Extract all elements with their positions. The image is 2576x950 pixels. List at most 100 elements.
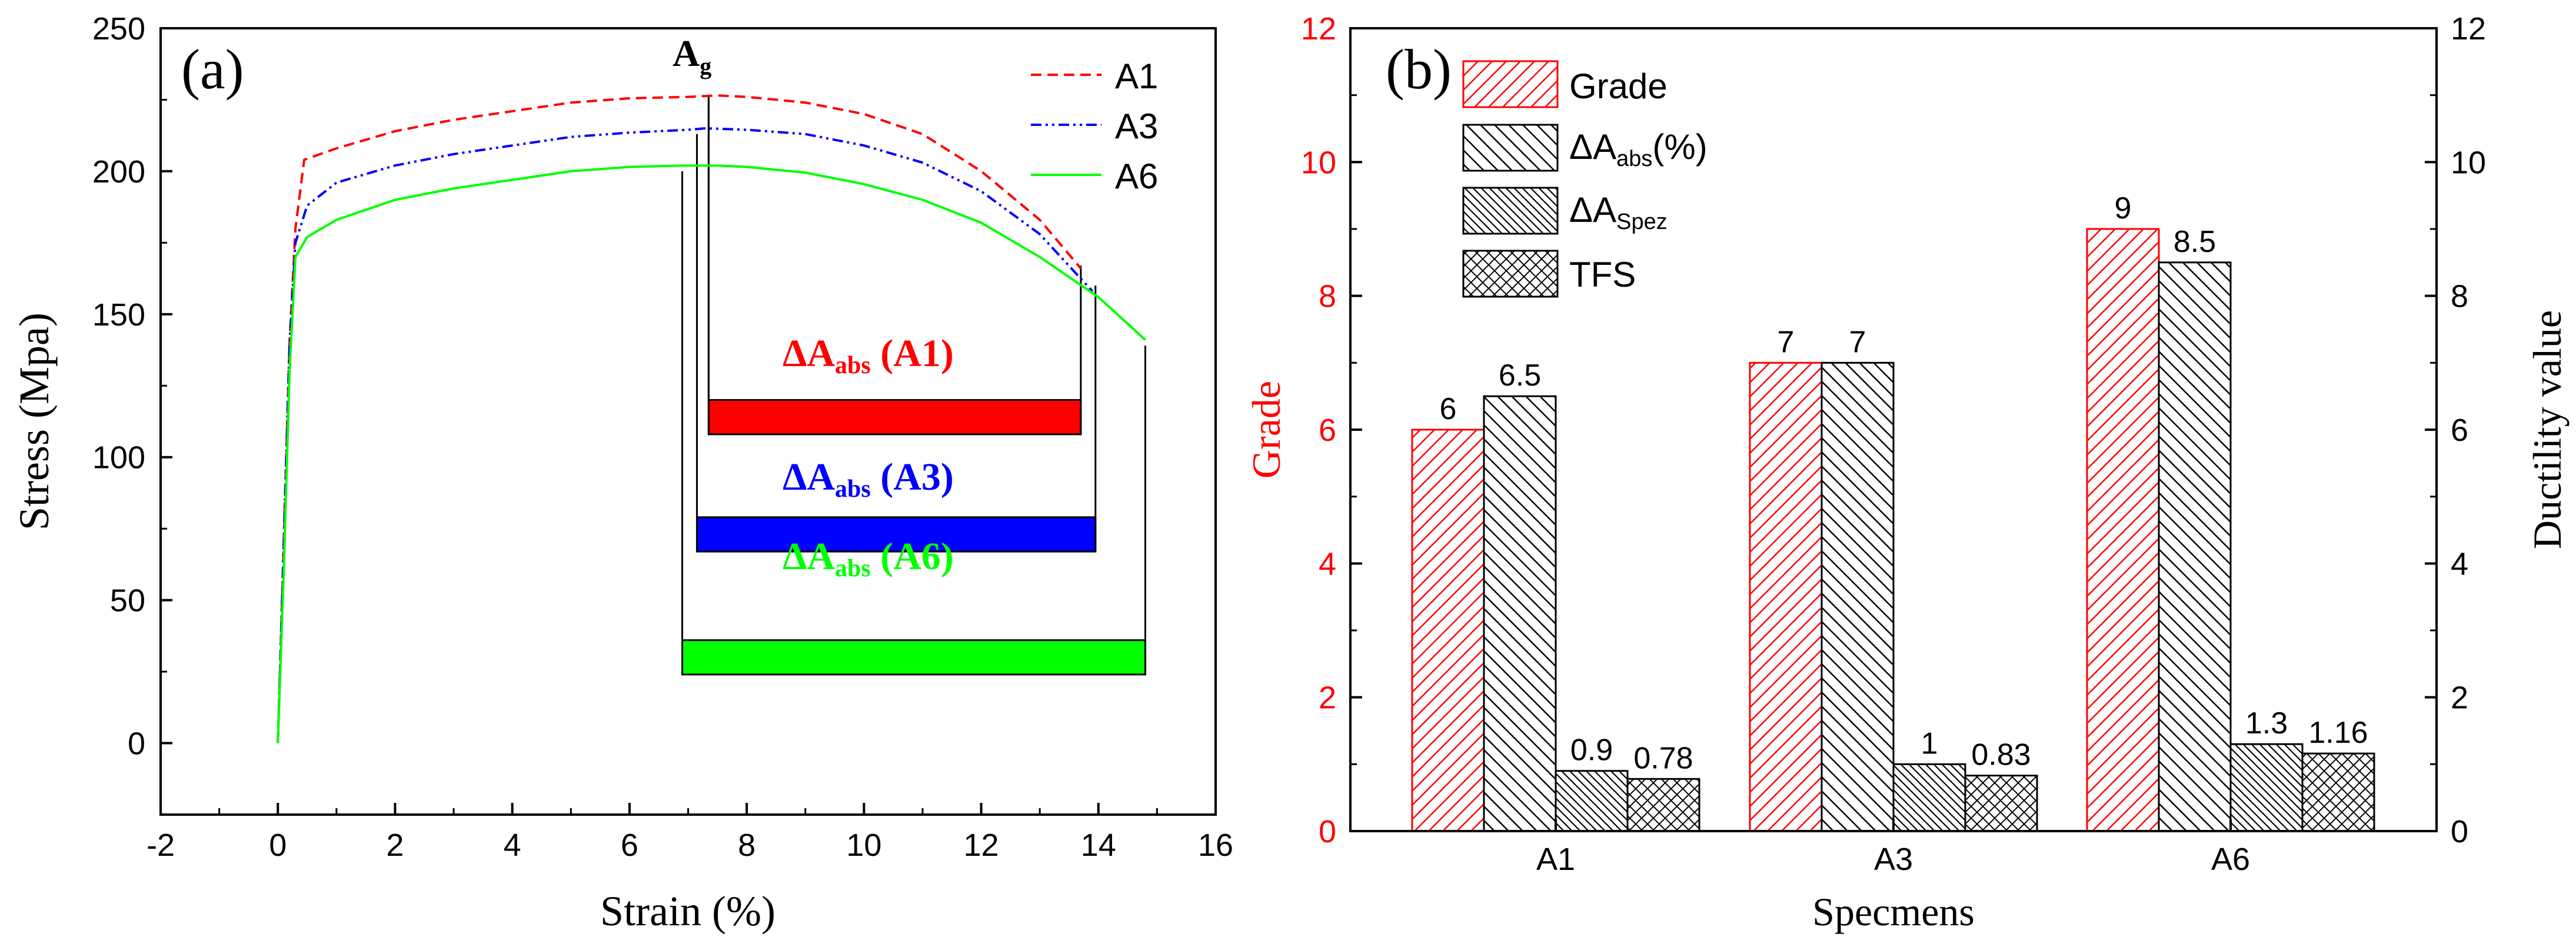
- series-line-a6: [277, 164, 1146, 743]
- y-axis-title-left-b: Grade: [1244, 381, 1289, 479]
- y-tick-label: 200: [92, 154, 145, 190]
- annot-a6-main: ΔA: [783, 535, 835, 578]
- ag-label-sub: g: [700, 53, 711, 79]
- x-axis-title-a: Strain (%): [600, 888, 776, 935]
- legend-b: Grade ΔAabs(%) ΔASpez TFS: [1462, 60, 1708, 298]
- y-tick-labels-a: 0 50 100 150 200 250: [92, 11, 145, 762]
- bar-value-label: 1.3: [2245, 706, 2288, 740]
- x-axis-title-b: Specmens: [1812, 889, 1975, 934]
- annot-a1-main: ΔA: [783, 332, 835, 375]
- y-tick-label-right: 4: [2451, 546, 2468, 582]
- x-tick-label: 2: [386, 828, 404, 863]
- axis-ticks-a: [159, 27, 1217, 816]
- x-category-label: A1: [1536, 842, 1575, 877]
- bar-a3-s1: [1749, 361, 1823, 832]
- y-tick-label-right: 6: [2451, 413, 2468, 448]
- series-line-a1: [277, 94, 1082, 743]
- y-tick-labels-left-b: 0 2 4 6 8 10 12: [1301, 11, 1336, 849]
- bar-value-label: 9: [2115, 191, 2132, 225]
- bar-a6-s2: [2158, 261, 2232, 832]
- y-tick-label-right: 8: [2451, 279, 2468, 314]
- legend-label-grade: Grade: [1569, 67, 1668, 106]
- x-tick-label: -2: [147, 828, 175, 863]
- legend-swatch-tfs: [1462, 250, 1559, 298]
- x-tick-label: 12: [964, 828, 999, 863]
- panel-label-a: (a): [181, 38, 244, 101]
- y-tick-label-left: 10: [1301, 145, 1336, 180]
- y-tick-label: 100: [92, 440, 145, 476]
- legend-swatch-dabs: [1462, 124, 1559, 172]
- legend-label-a6: A6: [1115, 157, 1158, 196]
- legend-dabs-suffix: (%): [1652, 127, 1707, 167]
- x-tick-label: 0: [269, 828, 287, 863]
- y-tick-label-left: 2: [1319, 680, 1336, 716]
- y-tick-label-right: 0: [2451, 814, 2468, 849]
- bar-value-label: 0.78: [1633, 741, 1693, 775]
- x-tick-label: 14: [1081, 828, 1116, 863]
- bar-a6-s1: [2086, 228, 2160, 832]
- annot-a6-suffix: (A6): [871, 535, 954, 578]
- bar-value-label: 7: [1778, 325, 1795, 359]
- bar-a1-s2: [1483, 395, 1557, 832]
- legend-dspez-sub: Spez: [1616, 210, 1668, 234]
- ag-label: Ag: [673, 32, 711, 79]
- y-tick-labels-right-b: 0 2 4 6 8 10 12: [2451, 11, 2486, 849]
- y-tick-label-left: 0: [1319, 814, 1336, 849]
- y-tick-label-left: 12: [1301, 11, 1336, 46]
- annot-label-a3: ΔAabs (A3): [783, 456, 954, 503]
- legend-swatch-grade: [1462, 60, 1559, 108]
- panel-label-b: (b): [1386, 38, 1452, 101]
- bar-value-label: 1: [1921, 726, 1938, 760]
- legend-label-a1: A1: [1115, 57, 1158, 96]
- ductility-bar-1: [707, 399, 1082, 436]
- bar-a1-s4: [1626, 778, 1700, 832]
- series-line-a3: [277, 127, 1094, 743]
- y-tick-label: 150: [92, 297, 145, 333]
- legend-label-dspez: ΔASpez: [1569, 190, 1668, 234]
- y-tick-label-left: 8: [1319, 279, 1336, 314]
- x-tick-labels-b: A1 A3 A6: [1536, 842, 2250, 877]
- axis-ticks-b: [1350, 27, 2437, 832]
- annot-label-a1: ΔAabs (A1): [783, 332, 954, 379]
- bar-value-label: 8.5: [2174, 225, 2216, 259]
- y-axis-title-right-b: Ductility value: [2525, 310, 2570, 549]
- y-tick-label-left: 4: [1319, 546, 1336, 582]
- bar-a1-s1: [1411, 429, 1485, 832]
- bar-a3-s3: [1892, 763, 1966, 832]
- bar-a1-s3: [1555, 770, 1629, 832]
- legend-label-dabs: ΔAabs(%): [1569, 127, 1708, 171]
- bar-a3-s2: [1820, 361, 1895, 832]
- x-tick-label: 8: [738, 828, 756, 863]
- panel-b-bar-chart: 0 2 4 6 8 10 12 0 2 4 6 8 10 12 A1 A3 A6 6 6.5 0.9 0.78 7 7…: [1244, 11, 2570, 934]
- x-tick-labels-a: -2 0 2 4 6 8 10 12 14 16: [147, 828, 1233, 863]
- bar-value-label: 6.5: [1499, 358, 1541, 393]
- x-category-label: A3: [1874, 842, 1913, 877]
- legend-dabs-sub: abs: [1616, 147, 1652, 171]
- bar-a6-s3: [2229, 743, 2304, 832]
- legend-label-a3: A3: [1115, 107, 1158, 146]
- bar-value-label: 0.9: [1570, 733, 1613, 768]
- legend-grade-main: Grade: [1569, 67, 1668, 106]
- annot-a1-sub: abs: [835, 352, 871, 379]
- x-tick-label: 10: [846, 828, 881, 863]
- legend-dspez-main: ΔA: [1569, 190, 1616, 230]
- y-tick-label-right: 12: [2451, 11, 2486, 46]
- bar-value-label: 7: [1849, 325, 1866, 359]
- bar-a6-s4: [2301, 752, 2375, 832]
- y-axis-title-a: Stress (Mpa): [11, 313, 58, 530]
- x-tick-label: 6: [621, 828, 638, 863]
- annot-label-a6: ΔAabs (A6): [783, 535, 954, 582]
- annot-a6-sub: abs: [835, 555, 871, 582]
- x-tick-label: 16: [1198, 828, 1233, 863]
- ductility-annotations: [681, 97, 1146, 676]
- annot-a3-main: ΔA: [783, 456, 835, 499]
- x-tick-label: 4: [504, 828, 521, 863]
- bar-value-label: 0.83: [1971, 738, 2031, 772]
- panel-a-line-chart: 0 50 100 150 200 250 -2 0 2 4 6 8 10 12 14 16 (a) Stra…: [11, 11, 1233, 935]
- annot-a3-suffix: (A3): [871, 456, 954, 499]
- legend-a: A1 A3 A6: [1031, 57, 1158, 196]
- y-tick-label-right: 10: [2451, 145, 2486, 180]
- stress-strain-curves: [277, 94, 1146, 743]
- y-tick-label-right: 2: [2451, 680, 2468, 716]
- ductility-bar-3: [681, 639, 1146, 676]
